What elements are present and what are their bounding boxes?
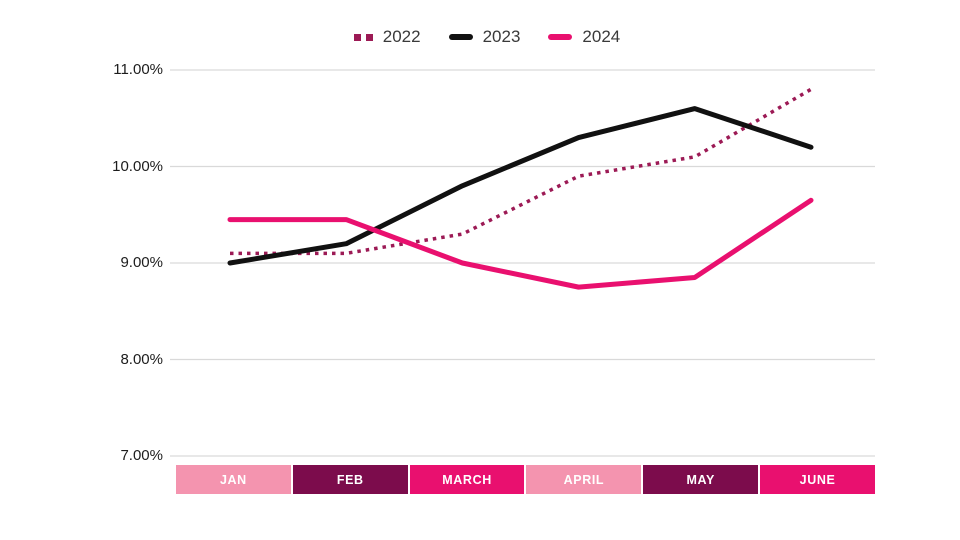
y-axis-label: 10.00%	[112, 157, 163, 175]
month-box-march: MARCH	[409, 465, 525, 494]
solid-line-swatch-icon	[448, 34, 473, 40]
legend-item-2024: 2024	[548, 27, 620, 47]
legend-item-2023: 2023	[448, 27, 521, 47]
series-line-2022	[230, 87, 812, 256]
month-box-jan: JAN	[176, 465, 291, 494]
dotted-line-swatch-icon	[353, 33, 373, 41]
x-axis-month-band: JAN FEB MARCH APRIL MAY JUNE	[176, 465, 875, 494]
month-box-june: JUNE	[760, 465, 875, 494]
month-box-april: APRIL	[526, 465, 642, 494]
legend-label: 2022	[382, 27, 421, 46]
y-axis: 11.00% 10.00% 9.00% 8.00% 7.00%	[0, 0, 163, 540]
y-axis-label: 11.00%	[113, 61, 163, 78]
series-line-2023	[227, 106, 814, 266]
dot-icon	[353, 33, 361, 41]
legend-label: 2023	[482, 27, 521, 46]
dot-icon	[365, 33, 373, 41]
legend: 2022 2023 2024	[14, 27, 960, 47]
y-axis-label: 9.00%	[120, 254, 163, 271]
month-box-feb: FEB	[292, 465, 408, 494]
y-axis-label: 7.00%	[120, 447, 163, 464]
month-box-may: MAY	[643, 465, 759, 494]
y-axis-label: 8.00%	[120, 350, 163, 368]
legend-item-2022: 2022	[353, 27, 421, 47]
series-line-2024	[227, 197, 814, 290]
solid-line-swatch-icon	[548, 34, 573, 40]
legend-label: 2024	[582, 27, 621, 46]
